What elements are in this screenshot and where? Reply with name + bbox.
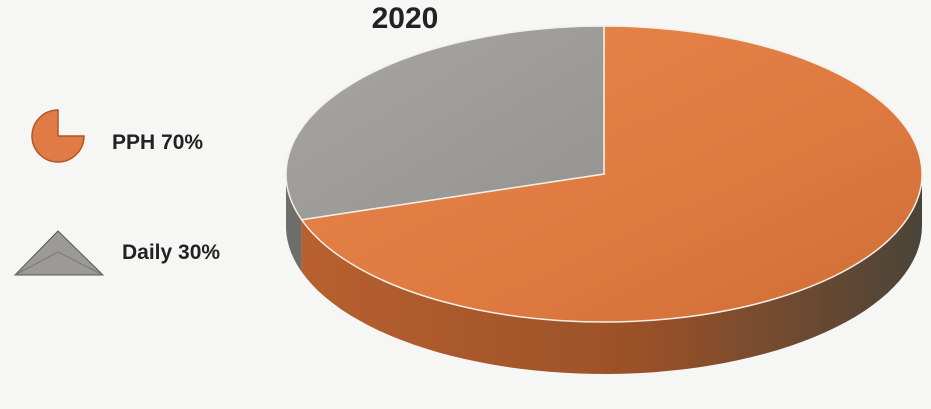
pie-slice-daily bbox=[285, 25, 605, 221]
legend-pyramid-ridge bbox=[14, 251, 104, 276]
legend-pie-icon bbox=[31, 109, 85, 163]
pie-side-pph bbox=[301, 174, 923, 374]
chart-title: 2020 bbox=[371, 2, 439, 35]
pie-slice-pph bbox=[300, 25, 923, 323]
legend-label-daily: Daily 30% bbox=[122, 241, 221, 264]
legend-label-pph: PPH 70% bbox=[112, 131, 204, 154]
